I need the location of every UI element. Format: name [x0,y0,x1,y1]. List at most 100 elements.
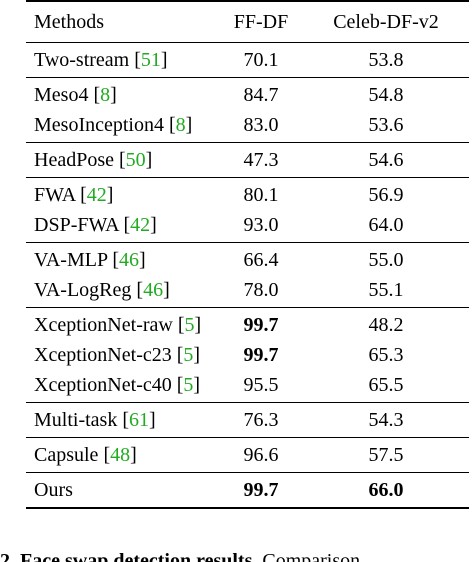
method-cell: MesoInception4 [8] [34,114,193,136]
method-group: Multi-task [61] 76.3 54.3 [26,403,469,437]
method-group: Meso4 [8] 84.7 54.8 MesoInception4 [8] 83.0 5… [26,78,469,142]
method-name: Ours [34,479,73,501]
header-celeb-df: Celeb-DF-v2 [333,11,439,33]
method-cell: XceptionNet-raw [5] [34,314,202,336]
table-row: DSP-FWA [42] 93.0 64.0 [26,210,469,240]
celeb-df-score: 57.5 [368,444,404,466]
ff-df-score: 66.4 [243,249,279,271]
ff-df-score: 99.7 [243,479,279,501]
ff-df-score: 76.3 [243,409,279,431]
celeb-df-score: 55.0 [368,249,404,271]
method-group: Capsule [48] 96.6 57.5 [26,438,469,472]
method-name: VA-MLP [34,249,108,271]
method-name: XceptionNet-c40 [34,374,172,396]
table-row: XceptionNet-raw [5] 99.7 48.2 [26,310,469,340]
table-caption: 2. Face swap detection results. Comparis… [0,546,474,562]
table-body: Two-stream [51] 70.1 53.8 Meso4 [8] 84.7 54.8… [26,42,469,509]
method-cell: VA-LogReg [46] [34,279,170,301]
caption-lead: 2. Face swap detection results. [0,550,258,562]
ff-df-score: 93.0 [243,214,279,236]
celeb-df-score: 55.1 [368,279,404,301]
method-cell: VA-MLP [46] [34,249,146,271]
table-row: VA-MLP [46] 66.4 55.0 [26,245,469,275]
celeb-df-score: 54.6 [368,149,404,171]
method-cell: Two-stream [51] [34,49,168,71]
top-rule [26,0,469,2]
method-name: Two-stream [34,49,130,71]
method-cell: DSP-FWA [42] [34,214,157,236]
citation-link[interactable]: 46 [119,249,140,271]
method-name: Meso4 [34,84,89,106]
group-divider [26,242,469,243]
celeb-df-score: 66.0 [368,479,404,501]
table-row: VA-LogReg [46] 78.0 55.1 [26,275,469,305]
method-name: DSP-FWA [34,214,119,236]
method-cell: Meso4 [8] [34,84,117,106]
method-cell: XceptionNet-c23 [5] [34,344,201,366]
celeb-df-score: 54.3 [368,409,404,431]
results-table: Methods FF-DF Celeb-DF-v2 Two-stream [51… [26,0,469,509]
method-name: XceptionNet-raw [34,314,173,336]
citation-link[interactable]: 5 [183,374,194,396]
method-group: FWA [42] 80.1 56.9 DSP-FWA [42] 93.0 64.0 [26,178,469,242]
citation-link[interactable]: 5 [183,344,194,366]
group-divider [26,402,469,403]
ff-df-score: 96.6 [243,444,279,466]
method-cell: Ours [26,475,218,505]
method-name: XceptionNet-c23 [34,344,172,366]
group-divider [26,472,469,473]
method-name: HeadPose [34,149,114,171]
table-row: XceptionNet-c40 [5] 95.5 65.5 [26,370,469,400]
celeb-df-score: 54.8 [368,84,404,106]
method-name: FWA [34,184,76,206]
header-methods: Methods [34,11,104,33]
celeb-df-score: 64.0 [368,214,404,236]
celeb-df-score: 65.5 [368,374,404,396]
method-name: Capsule [34,444,99,466]
bottom-rule [26,507,469,509]
citation-link[interactable]: 42 [86,184,107,206]
ff-df-score: 84.7 [243,84,279,106]
citation-link[interactable]: 42 [130,214,151,236]
celeb-df-score: 65.3 [368,344,404,366]
citation-link[interactable]: 61 [129,409,150,431]
method-name: VA-LogReg [34,279,132,301]
header-ff-df: FF-DF [233,11,289,33]
method-group: HeadPose [50] 47.3 54.6 [26,143,469,177]
group-divider [26,42,469,43]
table-row: Meso4 [8] 84.7 54.8 [26,80,469,110]
ff-df-score: 80.1 [243,184,279,206]
celeb-df-score: 53.8 [368,49,404,71]
ff-df-score: 78.0 [243,279,279,301]
citation-link[interactable]: 8 [100,84,111,106]
citation-link[interactable]: 8 [175,114,186,136]
method-cell: Capsule [48] [34,444,137,466]
method-cell: XceptionNet-c40 [5] [34,374,201,396]
citation-link[interactable]: 46 [143,279,164,301]
table-row: Two-stream [51] 70.1 53.8 [26,45,469,75]
citation-link[interactable]: 50 [125,149,146,171]
header-row: Methods FF-DF Celeb-DF-v2 [26,2,469,42]
method-name: MesoInception4 [34,114,164,136]
method-group: VA-MLP [46] 66.4 55.0 VA-LogReg [46] 78.0 55.… [26,243,469,307]
table-row: HeadPose [50] 47.3 54.6 [26,145,469,175]
table-row: Multi-task [61] 76.3 54.3 [26,405,469,435]
table-row: XceptionNet-c23 [5] 99.7 65.3 [26,340,469,370]
citation-link[interactable]: 48 [110,444,131,466]
method-group: XceptionNet-raw [5] 99.7 48.2 XceptionNet-c… [26,308,469,402]
ff-df-score: 47.3 [243,149,279,171]
group-divider [26,177,469,178]
method-group: Two-stream [51] 70.1 53.8 [26,43,469,77]
citation-link[interactable]: 5 [184,314,195,336]
celeb-df-score: 56.9 [368,184,404,206]
ff-df-score: 70.1 [243,49,279,71]
method-name: Multi-task [34,409,118,431]
group-divider [26,437,469,438]
table-row: Ours 99.7 66.0 [26,475,469,505]
table-row: Capsule [48] 96.6 57.5 [26,440,469,470]
celeb-df-score: 53.6 [368,114,404,136]
citation-link[interactable]: 51 [140,49,161,71]
ff-df-score: 83.0 [243,114,279,136]
group-divider [26,77,469,78]
table-row: MesoInception4 [8] 83.0 53.6 [26,110,469,140]
